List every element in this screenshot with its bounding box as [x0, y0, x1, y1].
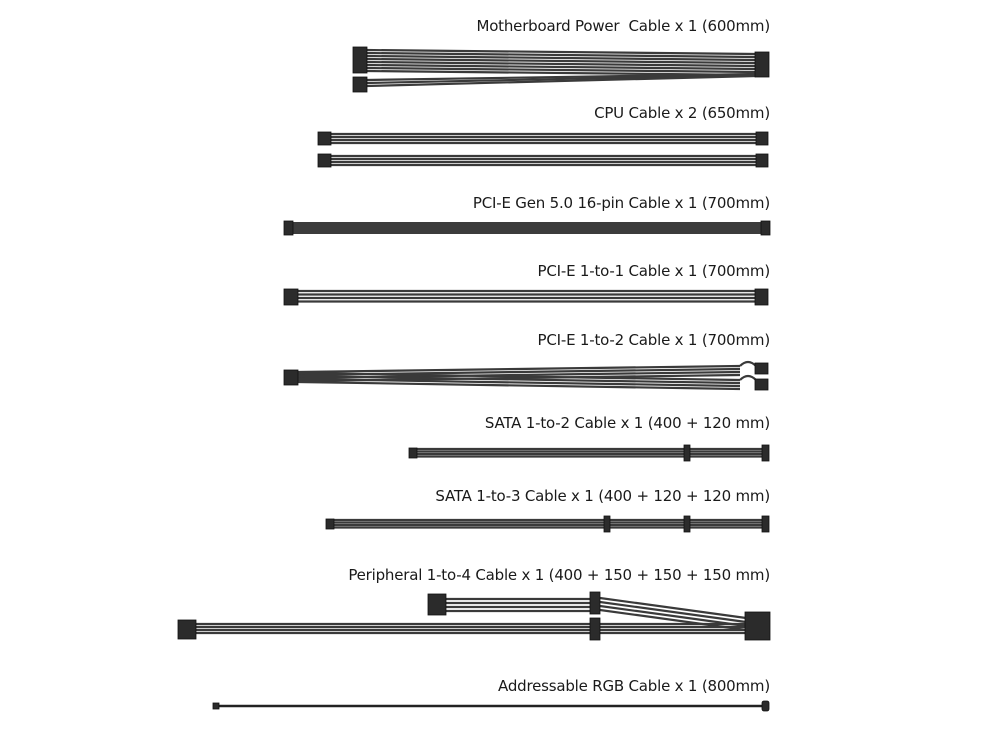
argb-cable-label: Addressable RGB Cable x 1 (800mm) [498, 677, 770, 695]
sata-1to3-cable-image [325, 515, 770, 533]
cpu-cable-label: CPU Cable x 2 (650mm) [594, 104, 770, 122]
sata-1to2-cable-image [408, 444, 770, 462]
cpu-cable-image [317, 131, 769, 168]
argb-cable-image [212, 700, 770, 712]
pcie-1to2-cable-label: PCI-E 1-to-2 Cable x 1 (700mm) [537, 331, 771, 349]
pcie-1to2-cable-image [283, 360, 769, 391]
pcie-gen5-cable-label: PCI-E Gen 5.0 16-pin Cable x 1 (700mm) [472, 194, 770, 212]
peripheral-1to4-cable-image [177, 591, 771, 641]
sata-1to2-cable-label: SATA 1-to-2 Cable x 1 (400 + 120 mm) [484, 414, 770, 432]
peripheral-1to4-cable-label: Peripheral 1-to-4 Cable x 1 (400 + 150 +… [348, 566, 770, 584]
pcie-1to1-cable-label: PCI-E 1-to-1 Cable x 1 (700mm) [537, 262, 771, 280]
pcie-gen5-cable-image [283, 220, 771, 236]
motherboard-cable-label: Motherboard Power Cable x 1 (600mm) [476, 17, 770, 35]
motherboard-cable-image [352, 46, 770, 93]
pcie-1to1-cable-image [283, 288, 769, 306]
sata-1to3-cable-label: SATA 1-to-3 Cable x 1 (400 + 120 + 120 m… [435, 487, 770, 505]
